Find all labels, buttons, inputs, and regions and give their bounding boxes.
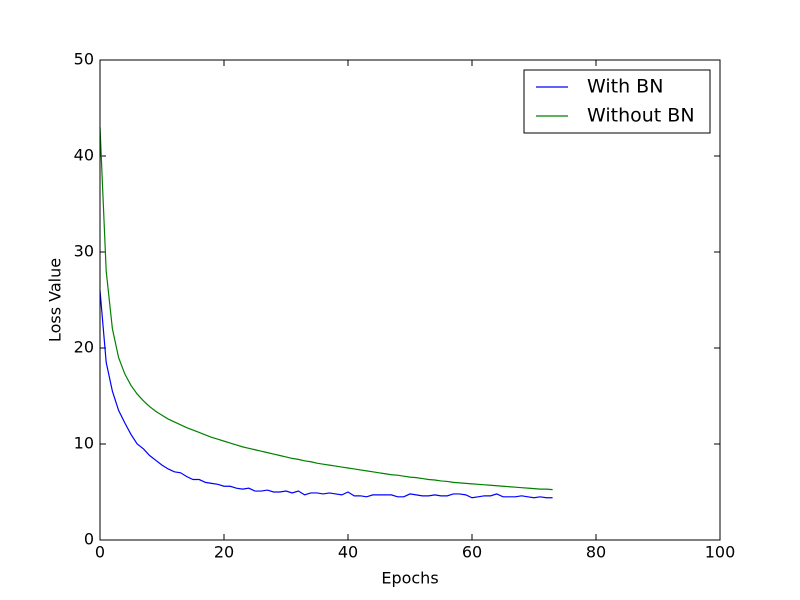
- legend-label: With BN: [587, 76, 663, 98]
- y-tick-label: 0: [84, 530, 94, 549]
- legend-box: [523, 69, 711, 134]
- y-tick-label: 50: [74, 50, 94, 69]
- x-tick-label: 0: [95, 543, 105, 562]
- y-tick-label: 30: [74, 242, 94, 261]
- series-line: [99, 290, 553, 499]
- plot-frame: [99, 59, 721, 541]
- y-axis-label: Loss Value: [46, 258, 65, 342]
- x-tick-label: 20: [214, 543, 234, 562]
- x-tick-label: 60: [462, 543, 482, 562]
- y-tick-label: 20: [74, 338, 94, 357]
- series-line: [99, 127, 553, 491]
- x-tick-label: 80: [586, 543, 606, 562]
- x-tick-label: 100: [705, 543, 736, 562]
- y-tick-label: 40: [74, 146, 94, 165]
- x-axis-label: Epochs: [381, 569, 438, 588]
- legend-label: Without BN: [587, 105, 695, 127]
- x-tick-label: 40: [338, 543, 358, 562]
- y-tick-label: 10: [74, 434, 94, 453]
